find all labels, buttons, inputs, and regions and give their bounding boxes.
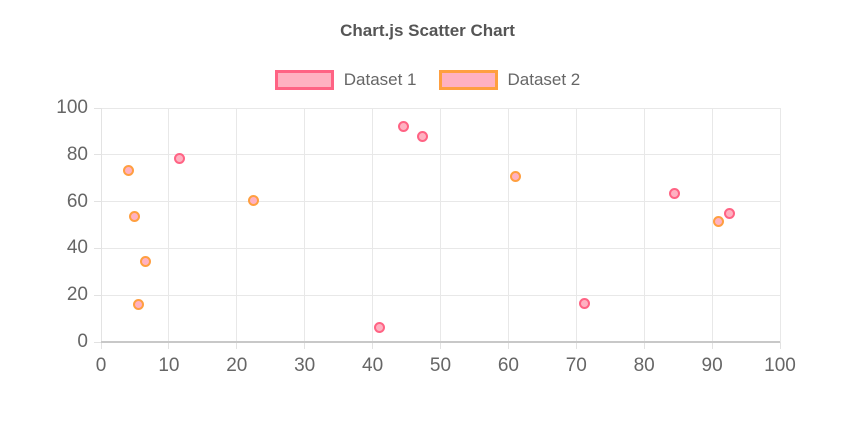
legend-item-dataset-2[interactable]: Dataset 2 xyxy=(438,70,581,90)
y-axis-line xyxy=(101,108,102,342)
x-axis-tick-label: 80 xyxy=(633,355,655,376)
y-axis-tick-label: 100 xyxy=(56,97,88,118)
plot-area: 0 20 40 60 80 100 0 10 20 30 40 50 60 70 80 90 100 xyxy=(56,97,796,376)
legend-label-dataset-1: Dataset 1 xyxy=(343,70,417,89)
x-axis-tick-mark xyxy=(372,342,374,349)
gridline-vertical xyxy=(643,108,645,342)
scatter-point-dataset-1[interactable] xyxy=(373,322,385,334)
x-axis-tick-mark xyxy=(236,342,238,349)
gridline-vertical xyxy=(372,108,374,342)
scatter-point-dataset-2[interactable] xyxy=(132,299,144,311)
gridline-vertical xyxy=(304,108,306,342)
gridline-horizontal xyxy=(101,107,780,109)
scatter-point-dataset-1[interactable] xyxy=(416,130,428,142)
x-axis-tick-label: 60 xyxy=(497,355,519,376)
gridline-horizontal xyxy=(101,154,780,156)
chart-title: Chart.js Scatter Chart xyxy=(340,21,515,40)
gridline-vertical xyxy=(440,108,441,342)
x-axis-tick-label: 10 xyxy=(158,355,180,376)
gridline-horizontal xyxy=(101,294,780,296)
y-axis-tick-mark xyxy=(94,154,101,156)
y-axis-tick-label: 0 xyxy=(77,331,88,352)
y-axis-tick-mark xyxy=(94,294,101,296)
legend-swatch-dataset-2 xyxy=(438,70,498,90)
gridline-vertical xyxy=(779,108,781,342)
gridline-vertical xyxy=(168,108,170,342)
scatter-point-dataset-2[interactable] xyxy=(129,211,141,223)
gridline-vertical xyxy=(100,108,102,342)
scatter-point-dataset-2[interactable] xyxy=(139,255,151,267)
x-axis-tick-label: 70 xyxy=(565,355,587,376)
x-axis-tick-mark xyxy=(100,342,102,349)
x-axis-tick-mark xyxy=(711,342,713,349)
y-axis-tick-label: 20 xyxy=(66,284,88,306)
x-axis-tick-label: 40 xyxy=(362,355,384,376)
gridline-horizontal xyxy=(101,341,780,343)
scatter-point-dataset-1[interactable] xyxy=(723,207,735,219)
x-axis-tick-label: 30 xyxy=(294,355,316,376)
scatter-point-dataset-1[interactable] xyxy=(578,297,590,309)
y-axis-tick-mark xyxy=(94,247,101,249)
gridline-vertical xyxy=(575,108,577,342)
y-axis-tick-label: 60 xyxy=(66,190,88,212)
scatter-point-dataset-2[interactable] xyxy=(248,194,260,206)
legend-swatch-dataset-1 xyxy=(274,70,334,90)
y-axis-tick-mark xyxy=(94,201,101,203)
legend-item-dataset-1[interactable]: Dataset 1 xyxy=(274,70,417,90)
x-axis-tick-label: 50 xyxy=(429,355,452,376)
gridline-vertical xyxy=(507,108,509,342)
x-axis-tick-label: 0 xyxy=(95,355,107,376)
y-axis-tick-mark xyxy=(94,107,101,109)
x-axis-tick-mark xyxy=(168,342,170,349)
scatter-point-dataset-1[interactable] xyxy=(397,120,409,132)
x-axis-tick-mark xyxy=(304,342,306,349)
gridline-vertical xyxy=(236,108,238,342)
scatter-point-dataset-2[interactable] xyxy=(509,170,521,182)
x-axis-tick-mark xyxy=(507,342,509,349)
chart-legend: Dataset 1 Dataset 2 xyxy=(0,70,855,90)
scatter-point-dataset-1[interactable] xyxy=(669,188,681,200)
y-axis-tick-label: 80 xyxy=(66,143,88,165)
gridline-vertical xyxy=(711,108,713,342)
x-axis-tick-mark xyxy=(643,342,645,349)
x-axis-tick-label: 20 xyxy=(226,355,248,376)
scatter-point-dataset-1[interactable] xyxy=(173,152,185,164)
scatter-point-dataset-2[interactable] xyxy=(713,215,725,227)
gridline-horizontal xyxy=(101,247,780,249)
x-axis-tick-mark xyxy=(779,342,781,349)
x-axis-tick-label: 100 xyxy=(764,355,796,376)
legend-label-dataset-2: Dataset 2 xyxy=(507,70,581,89)
y-axis-tick-mark xyxy=(94,341,101,343)
x-axis-tick-mark xyxy=(575,342,577,349)
scatter-point-dataset-2[interactable] xyxy=(122,164,134,176)
x-axis-tick-mark xyxy=(440,342,441,349)
y-axis-tick-label: 40 xyxy=(66,237,88,259)
x-axis-tick-label: 90 xyxy=(701,355,723,376)
x-axis-line xyxy=(101,341,780,343)
gridline-horizontal xyxy=(101,201,780,203)
